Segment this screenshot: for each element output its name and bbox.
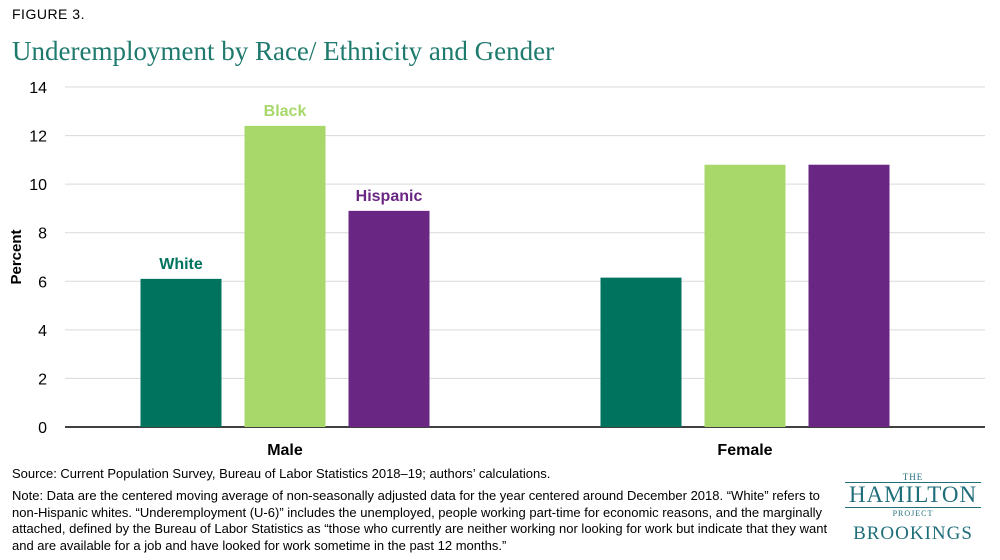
logo-project: PROJECT xyxy=(892,509,934,518)
x-category-label: Female xyxy=(717,442,772,459)
hamilton-brookings-logo: THE HAMILTON PROJECT BROOKINGS xyxy=(838,472,988,545)
y-tick-label: 2 xyxy=(38,371,47,388)
bar-hispanic-male xyxy=(348,210,430,427)
series-label-black: Black xyxy=(264,103,307,120)
series-label-hispanic: Hispanic xyxy=(356,188,423,205)
y-tick-label: 0 xyxy=(38,420,47,437)
bar-black-male xyxy=(244,125,326,427)
logo-brookings: BROOKINGS xyxy=(853,523,973,544)
note-text: Note: Data are the centered moving avera… xyxy=(12,488,828,553)
logo-hamilton: HAMILTON xyxy=(844,482,982,508)
y-tick-label: 12 xyxy=(29,129,47,146)
y-tick-label: 6 xyxy=(38,274,47,291)
y-tick-label: 14 xyxy=(29,80,47,97)
series-label-white: White xyxy=(159,256,203,273)
chart-title: Underemployment by Race/ Ethnicity and G… xyxy=(12,36,555,66)
y-axis-label: Percent xyxy=(8,229,25,284)
source-text: Source: Current Population Survey, Burea… xyxy=(12,466,551,481)
x-category-label: Male xyxy=(267,442,303,459)
logo-the: THE xyxy=(902,472,924,482)
bar-white-male xyxy=(140,278,222,427)
y-tick-label: 10 xyxy=(29,177,47,194)
y-tick-label: 8 xyxy=(38,226,47,243)
figure-label: FIGURE 3. xyxy=(12,6,85,22)
bar-black-female xyxy=(704,164,786,427)
bar-white-female xyxy=(600,277,682,427)
y-tick-label: 4 xyxy=(38,323,47,340)
bar-hispanic-female xyxy=(808,164,890,427)
bar-chart: 0 2 4 6 8 10 12 14 Percent White Black Hispanic Male… xyxy=(8,80,985,459)
